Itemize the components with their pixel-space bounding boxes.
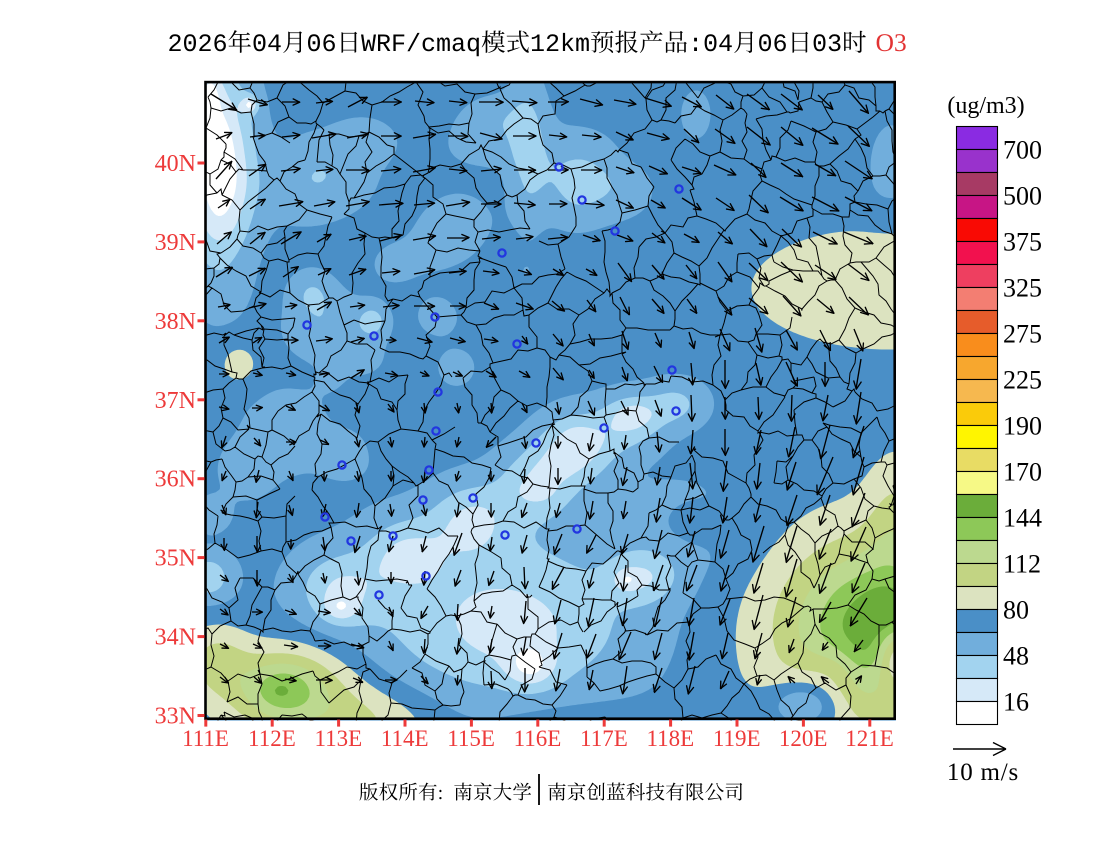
svg-text:10 m/s: 10 m/s [947, 759, 1019, 786]
svg-text:121E: 121E [845, 726, 894, 751]
svg-text:33N: 33N [155, 704, 196, 730]
svg-text:275: 275 [1003, 320, 1042, 349]
svg-text:48: 48 [1003, 642, 1029, 671]
svg-text:700: 700 [1003, 136, 1042, 165]
svg-text:325: 325 [1003, 274, 1042, 303]
svg-text:34N: 34N [155, 625, 196, 651]
svg-text:40N: 40N [155, 151, 196, 177]
svg-text:36N: 36N [155, 467, 196, 493]
svg-text:375: 375 [1003, 228, 1042, 257]
svg-text:114E: 114E [381, 726, 429, 751]
svg-text:16: 16 [1003, 688, 1029, 717]
svg-text:116E: 116E [514, 726, 562, 751]
svg-text:37N: 37N [155, 388, 196, 414]
svg-text:111E: 111E [182, 726, 229, 751]
svg-text:225: 225 [1003, 366, 1042, 395]
svg-text:170: 170 [1003, 458, 1042, 487]
svg-text:80: 80 [1003, 596, 1029, 625]
svg-text:118E: 118E [646, 726, 694, 751]
svg-text:117E: 117E [580, 726, 628, 751]
svg-text:120E: 120E [779, 726, 828, 751]
svg-text:115E: 115E [447, 726, 495, 751]
svg-text:190: 190 [1003, 412, 1042, 441]
svg-text:112E: 112E [248, 726, 296, 751]
svg-text:113E: 113E [314, 726, 362, 751]
svg-text:35N: 35N [155, 546, 196, 572]
svg-text:112: 112 [1003, 550, 1041, 579]
svg-text:144: 144 [1003, 504, 1042, 533]
svg-text:(ug/m3): (ug/m3) [947, 93, 1024, 119]
svg-text:39N: 39N [155, 230, 196, 256]
svg-text:38N: 38N [155, 309, 196, 335]
svg-text:119E: 119E [713, 726, 761, 751]
svg-text:500: 500 [1003, 182, 1042, 211]
